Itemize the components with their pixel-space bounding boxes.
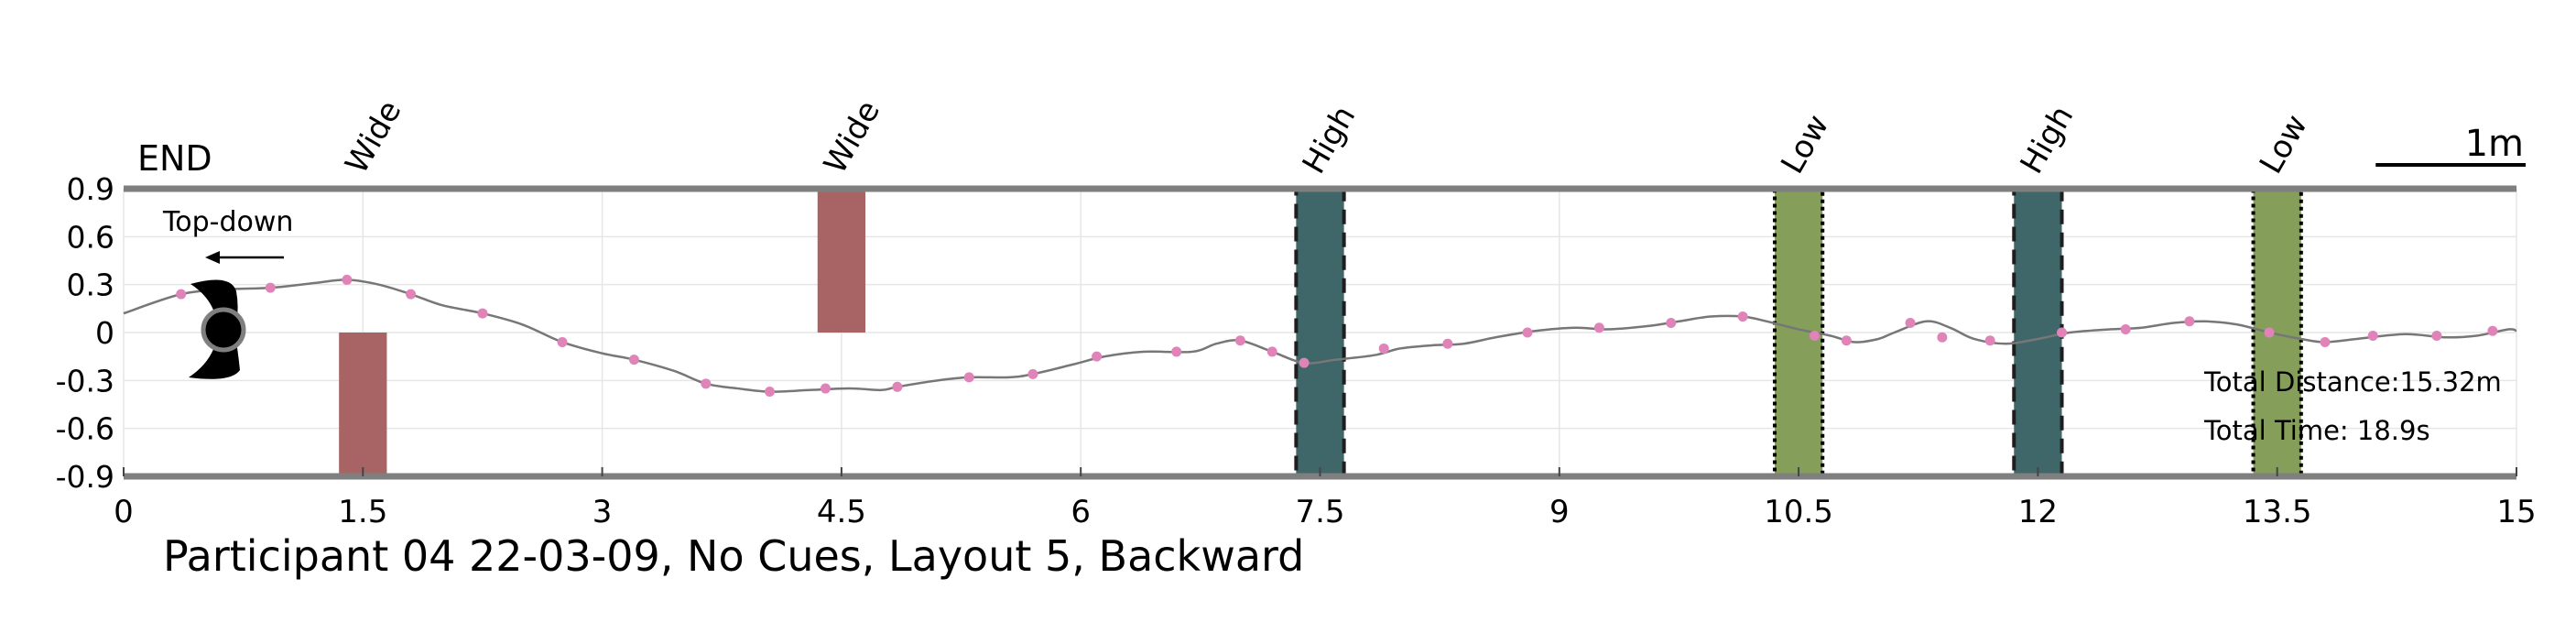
trajectory-point-9 [765,387,776,398]
trajectory-point-7 [628,355,639,366]
obstacle-3 [1294,187,1346,478]
obstacle-label-5: High [2014,100,2081,180]
trajectory-point-18 [1299,357,1310,368]
y-tick-label: 0 [95,315,114,351]
trajectory-point-20 [1442,338,1453,349]
obstacle-label-1: Wide [338,94,408,180]
trajectory-point-19 [1378,343,1389,354]
trajectory-point-11 [892,381,903,392]
obstacle-label-2: Wide [817,94,887,180]
trajectory-point-15 [1171,346,1182,357]
trajectory-point-29 [1984,335,1995,346]
x-tick-label: 9 [1549,494,1570,530]
y-tick-label: 0.9 [67,171,114,207]
trajectory-point-35 [2367,330,2378,341]
trajectory-point-2 [265,282,276,293]
trajectory-point-1 [176,289,187,300]
obstacle-label-6: Low [2253,109,2315,180]
obstacle-5 [2012,187,2064,478]
direction-arrow-icon [205,251,284,264]
trajectory-point-6 [557,336,568,347]
trajectory-point-23 [1666,318,1677,329]
tick-labels: 0 1.5 3 4.5 6 7.5 9 10.5 12 13.5 15 0.9 0.6 0.3 0 -0.3 -… [56,171,2537,530]
trajectory-point-13 [1027,368,1038,379]
trajectory-point-34 [2320,336,2331,347]
trajectory-point-17 [1266,346,1277,357]
trajectory-point-25 [1810,330,1821,341]
x-tick-label: 7.5 [1295,494,1344,530]
y-tick-label: 0.3 [67,267,114,303]
total-time: Total Time: 18.9s [2203,415,2430,446]
x-tick-label: 0 [114,494,134,530]
obstacle-label-3: High [1296,100,1364,180]
trajectory-point-32 [2184,316,2195,327]
obstacle-6 [2251,187,2303,478]
trajectory-line [123,278,2517,393]
trajectory-point-8 [701,378,712,389]
x-tick-label: 4.5 [817,494,866,530]
x-tick-label: 12 [2018,494,2058,530]
trajectory-point-12 [963,372,974,383]
y-tick-label: -0.3 [56,363,114,398]
trajectory-point-27 [1905,318,1916,329]
end-label: END [137,138,212,179]
trajectory-point-37 [2487,325,2498,336]
trajectory-point-33 [2264,327,2275,338]
trajectory-point-36 [2431,330,2442,341]
obstacle-1 [339,333,387,476]
obstacle-label-4: Low [1774,109,1836,180]
trajectory-point-21 [1522,327,1533,338]
scale-bar: 1m [2375,123,2526,167]
obstacle-2 [817,189,866,333]
person-topdown-icon [189,279,246,379]
trajectory-point-4 [406,289,417,300]
x-tick-label: 13.5 [2243,494,2312,530]
y-tick-label: -0.6 [56,411,114,447]
trajectory-point-30 [2057,327,2068,338]
scale-bar-label: 1m [2465,123,2524,165]
trajectory-point-31 [2120,324,2131,335]
trajectory-point-24 [1737,311,1748,322]
trajectory-point-3 [342,274,353,285]
trajectory [123,278,2517,393]
trajectory-point-16 [1234,335,1245,346]
x-tick-label: 6 [1071,494,1091,530]
x-tick-label: 3 [592,494,613,530]
x-tick-label: 10.5 [1764,494,1833,530]
axes [123,185,2517,480]
y-tick-label: 0.6 [67,219,114,255]
x-tick-label: 15 [2496,494,2536,530]
trajectory-point-10 [820,383,831,394]
chart-title: Participant 04 22-03-09, No Cues, Layout… [163,531,1304,581]
trajectory-point-14 [1092,351,1103,362]
x-tick-label: 1.5 [338,494,387,530]
trajectory-markers [176,274,2498,398]
trajectory-point-28 [1937,332,1948,343]
trajectory-point-5 [477,308,488,319]
total-distance: Total Distance:15.32m [2203,366,2502,398]
view-label: Top-down [162,206,293,238]
y-tick-label: -0.9 [56,459,114,495]
obstacle-labels: Wide Wide High Low High Low [338,94,2315,180]
trajectory-point-22 [1593,322,1604,333]
trajectory-point-26 [1841,335,1852,346]
